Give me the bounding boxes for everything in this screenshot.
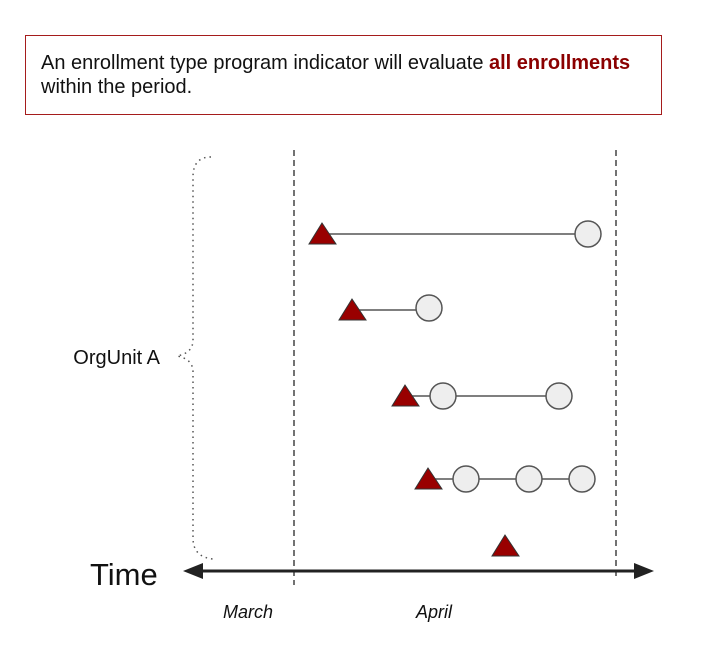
info-callout: An enrollment type program indicator wil…	[25, 35, 662, 115]
callout-text-after: within the period.	[41, 76, 193, 98]
orgunit-label: OrgUnit A	[73, 347, 160, 369]
callout-text-before: An enrollment type program indicator wil…	[41, 52, 489, 74]
arrow-right-icon	[634, 563, 654, 579]
enrollment-row-3	[391, 382, 573, 410]
enrollment-row-1	[308, 220, 602, 248]
event-circle-icon	[452, 465, 480, 493]
event-circle-icon	[574, 220, 602, 248]
period-end-label: April	[415, 602, 453, 622]
event-circle-icon	[545, 382, 573, 410]
event-circle-icon	[568, 465, 596, 493]
time-axis-label: Time	[90, 557, 158, 592]
enrollment-triangle-icon	[414, 467, 443, 490]
enrollment-triangle-icon	[308, 222, 337, 245]
enrollment-row-2	[338, 294, 443, 322]
enrollment-row-5	[491, 534, 520, 557]
callout-text-highlight: all enrollments	[489, 52, 631, 74]
event-circle-icon	[515, 465, 543, 493]
enrollment-triangle-icon	[338, 298, 367, 321]
time-axis-arrow	[183, 563, 654, 579]
group-brace	[176, 156, 214, 560]
enrollment-triangle-icon	[491, 534, 520, 557]
event-circle-icon	[415, 294, 443, 322]
period-start-label: March	[223, 602, 273, 622]
enrollment-triangle-icon	[391, 384, 420, 407]
arrow-left-icon	[183, 563, 203, 579]
event-circle-icon	[429, 382, 457, 410]
enrollment-row-4	[414, 465, 596, 493]
